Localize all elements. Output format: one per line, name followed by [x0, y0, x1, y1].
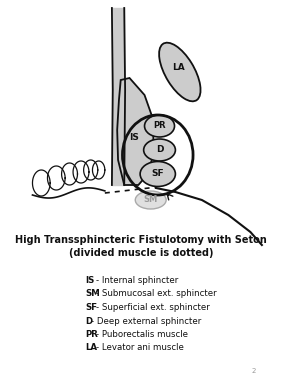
Text: PR: PR	[153, 122, 166, 130]
Text: D: D	[85, 317, 92, 326]
Text: - Deep external sphincter: - Deep external sphincter	[91, 317, 201, 326]
Text: LA: LA	[85, 344, 97, 353]
Text: SF: SF	[151, 169, 164, 179]
Text: IS: IS	[129, 133, 139, 142]
Ellipse shape	[135, 191, 166, 209]
Text: - Internal sphincter: - Internal sphincter	[96, 276, 178, 285]
Text: - Submucosal ext. sphincter: - Submucosal ext. sphincter	[96, 290, 217, 299]
Ellipse shape	[159, 43, 201, 101]
Text: - Puborectalis muscle: - Puborectalis muscle	[96, 330, 188, 339]
Text: SM: SM	[144, 195, 158, 204]
Text: 2: 2	[251, 368, 256, 374]
Text: SM: SM	[85, 290, 100, 299]
Text: - Superficial ext. sphincter: - Superficial ext. sphincter	[96, 303, 210, 312]
Text: SF: SF	[85, 303, 97, 312]
Text: IS: IS	[85, 276, 95, 285]
Text: LA: LA	[173, 63, 185, 73]
Text: D: D	[156, 146, 163, 155]
Polygon shape	[117, 78, 153, 185]
Ellipse shape	[145, 115, 175, 137]
Ellipse shape	[144, 139, 175, 161]
Text: PR: PR	[85, 330, 98, 339]
Text: (divided muscle is dotted): (divided muscle is dotted)	[69, 248, 213, 258]
Text: High Transsphincteric Fistulotomy with Seton: High Transsphincteric Fistulotomy with S…	[15, 235, 267, 245]
Ellipse shape	[140, 162, 175, 187]
Text: - Levator ani muscle: - Levator ani muscle	[96, 344, 184, 353]
